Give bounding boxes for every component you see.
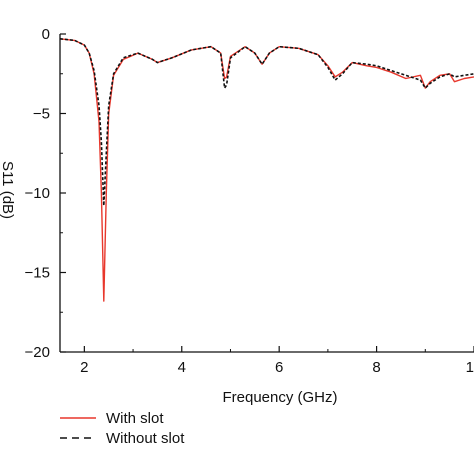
- legend: With slot Without slot: [60, 410, 185, 447]
- x-axis-title: Frequency (GHz): [222, 389, 337, 406]
- series-line-without-slot: [59, 38, 474, 207]
- x-tick-label: 4: [178, 359, 186, 376]
- axes-layer: [59, 34, 474, 353]
- y-tick-label: −20: [25, 344, 50, 361]
- series-line-with-slot: [59, 38, 474, 302]
- y-tick-label: −10: [25, 185, 50, 202]
- y-tick-label: 0: [42, 26, 50, 43]
- y-ticks: 0 −5 −10 −15 −20: [25, 26, 66, 361]
- x-tick-label: 8: [372, 359, 380, 376]
- x-tick-label: 2: [80, 359, 88, 376]
- legend-label: With slot: [106, 410, 164, 427]
- x-ticks: 2 4 6 8 10: [80, 346, 474, 376]
- y-tick-label: −5: [33, 106, 50, 123]
- y-tick-label: −15: [25, 265, 50, 282]
- x-tick-label: 10: [466, 359, 474, 376]
- series-layer: [59, 38, 474, 302]
- legend-label: Without slot: [106, 430, 185, 447]
- x-tick-label: 6: [275, 359, 283, 376]
- y-axis-title: S11 (dB): [0, 161, 16, 219]
